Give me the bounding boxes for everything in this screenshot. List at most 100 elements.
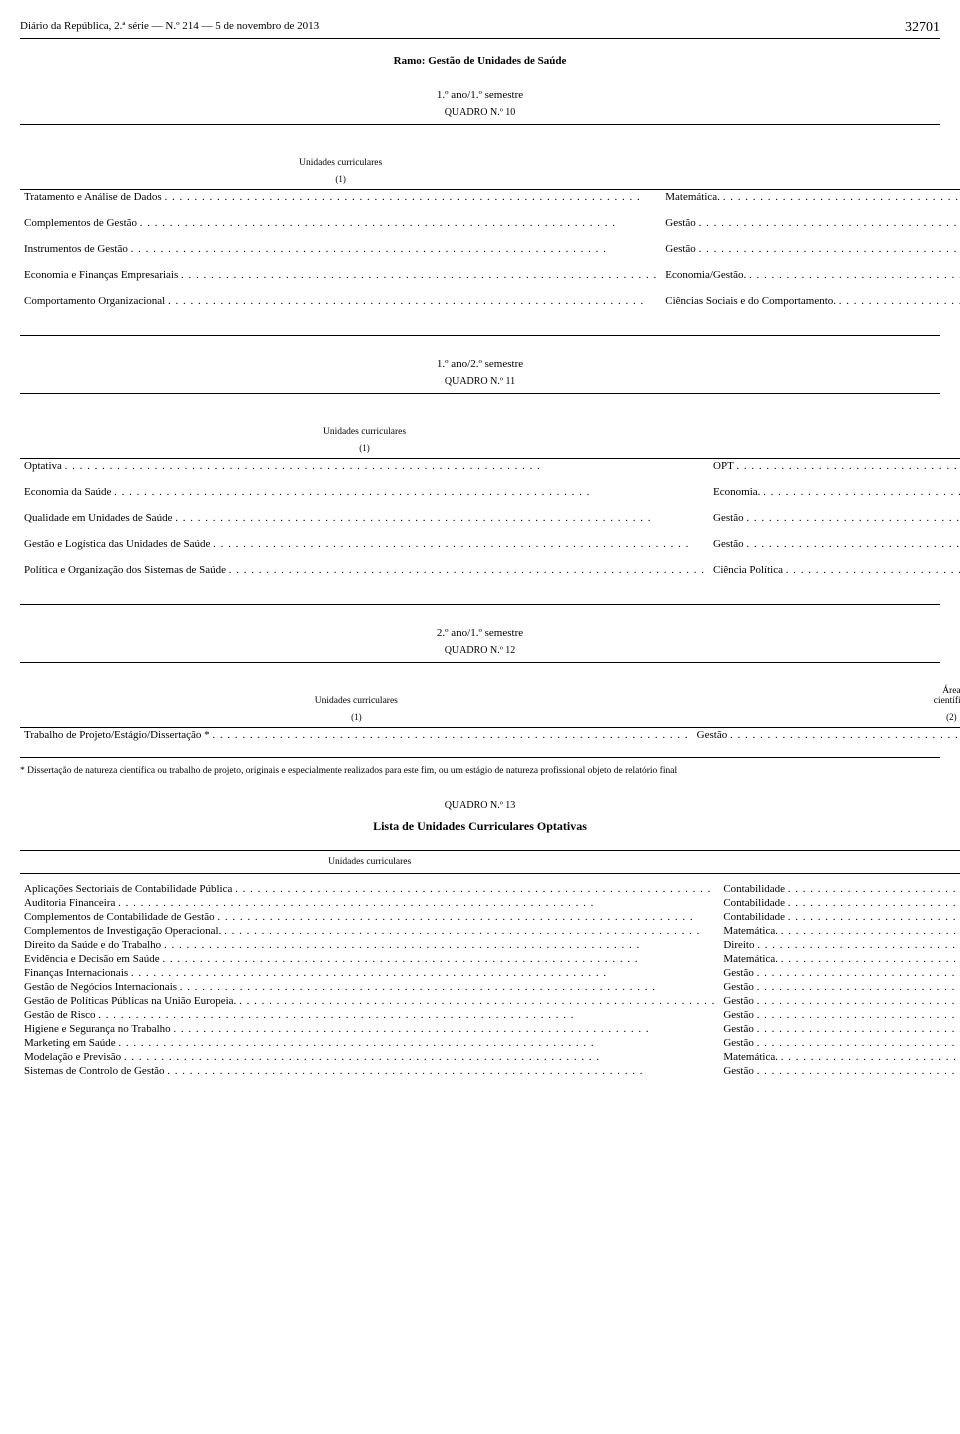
table-row: Qualidade em Unidades de Saúde Gestão S2… xyxy=(20,511,960,537)
cell-area: Matemática. xyxy=(661,190,960,217)
cell-uc: Complementos de Gestão xyxy=(20,216,661,242)
cell-uc: Política e Organização dos Sistemas de S… xyxy=(20,563,709,594)
cell-area: Gestão xyxy=(719,1008,960,1022)
q13-title-big: Lista de Unidades Curriculares Optativas xyxy=(20,819,940,834)
table-row: Optativa OPT S2162TP:42; S:3.6Ver Quadro… xyxy=(20,459,960,486)
cell-uc: Sistemas de Controlo de Gestão xyxy=(20,1064,719,1078)
cell-area: Contabilidade xyxy=(719,910,960,924)
table-row: Modelação e Previsão Matemática. 6 xyxy=(20,1050,960,1064)
cell-area: Matemática. xyxy=(719,952,960,966)
q13-title-small: QUADRO N.º 13 xyxy=(20,800,940,811)
cell-area: Gestão xyxy=(661,216,960,242)
table-row: Sistemas de Controlo de Gestão Gestão 6 xyxy=(20,1064,960,1078)
table-row: Aplicações Sectoriais de Contabilidade P… xyxy=(20,882,960,896)
q13-table: Unidades curriculares Área científica Cr… xyxy=(20,850,960,1078)
q10-table: Unidades curriculares Áreacientífica Tip… xyxy=(20,125,960,325)
cell-area: Contabilidade xyxy=(719,896,960,910)
cell-uc: Higiene e Segurança no Trabalho xyxy=(20,1022,719,1036)
q12-body: Trabalho de Projeto/Estágio/Dissertação … xyxy=(20,728,960,748)
q11-body: Optativa OPT S2162TP:42; S:3.6Ver Quadro… xyxy=(20,459,960,595)
cell-area: Gestão xyxy=(719,1022,960,1036)
cell-area: Gestão xyxy=(719,980,960,994)
cell-uc: Economia e Finanças Empresariais xyxy=(20,268,661,294)
table-row: Gestão de Políticas Públicas na União Eu… xyxy=(20,994,960,1008)
table-row: Complementos de Gestão Gestão S1162TP:42… xyxy=(20,216,960,242)
q13-col-uc: Unidades curriculares xyxy=(20,851,719,874)
cell-area: Economia/Gestão. xyxy=(661,268,960,294)
table-row: Gestão de Negócios Internacionais Gestão… xyxy=(20,980,960,994)
table-row: Auditoria Financeira Contabilidade 6 xyxy=(20,896,960,910)
cell-area: Gestão xyxy=(693,728,960,748)
q12-title: QUADRO N.º 12 xyxy=(20,645,940,656)
cell-uc: Modelação e Previsão xyxy=(20,1050,719,1064)
cell-uc: Complementos de Investigação Operacional… xyxy=(20,924,719,938)
cell-area: Economia. xyxy=(709,485,960,511)
q12-table: Unidades curriculares Áreacientífica Tip… xyxy=(20,663,960,747)
q10-title: QUADRO N.º 10 xyxy=(20,107,940,118)
cell-area: Gestão xyxy=(709,511,960,537)
cell-area: Gestão xyxy=(719,994,960,1008)
header-left: Diário da República, 2.ª série — N.º 214… xyxy=(20,20,319,36)
table-row: Economia e Finanças Empresariais Economi… xyxy=(20,268,960,294)
table-row: Higiene e Segurança no Trabalho Gestão 6 xyxy=(20,1022,960,1036)
cell-area: Gestão xyxy=(719,1036,960,1050)
q12-note: * Dissertação de natureza científica ou … xyxy=(20,766,940,776)
cell-uc: Marketing em Saúde xyxy=(20,1036,719,1050)
table-row: Complementos de Investigação Operacional… xyxy=(20,924,960,938)
table-row: Direito da Saúde e do Trabalho Direito 6 xyxy=(20,938,960,952)
cell-uc: Comportamento Organizacional xyxy=(20,294,661,325)
table-row: Comportamento Organizacional Ciências So… xyxy=(20,294,960,325)
q13-body: Aplicações Sectoriais de Contabilidade P… xyxy=(20,874,960,1078)
q10-semester: 1.º ano/1.º semestre xyxy=(20,89,940,101)
cell-uc: Auditoria Financeira xyxy=(20,896,719,910)
col-area: Áreacientífica xyxy=(661,125,960,173)
header-page-number: 32701 xyxy=(905,20,940,36)
ramo-title: Ramo: Gestão de Unidades de Saúde xyxy=(20,55,940,67)
table-row: Política e Organização dos Sistemas de S… xyxy=(20,563,960,594)
q11-semester: 1.º ano/2.º semestre xyxy=(20,358,940,370)
table-row: Trabalho de Projeto/Estágio/Dissertação … xyxy=(20,728,960,748)
table-row: Economia da Saúde Economia. S2162TP:42; … xyxy=(20,485,960,511)
q11-table: Unidades curriculares Áreacientífica Tip… xyxy=(20,394,960,594)
cell-uc: Gestão de Risco xyxy=(20,1008,719,1022)
cell-uc: Finanças Internacionais xyxy=(20,966,719,980)
cell-area: Gestão xyxy=(709,537,960,563)
cell-area: Gestão xyxy=(719,1064,960,1078)
table-row: Gestão de Risco Gestão 6 xyxy=(20,1008,960,1022)
page-header: Diário da República, 2.ª série — N.º 214… xyxy=(20,20,940,39)
table-row: Evidência e Decisão em Saúde Matemática.… xyxy=(20,952,960,966)
cell-uc: Direito da Saúde e do Trabalho xyxy=(20,938,719,952)
table-row: Marketing em Saúde Gestão 6 xyxy=(20,1036,960,1050)
q11-title: QUADRO N.º 11 xyxy=(20,376,940,387)
cell-area: Direito xyxy=(719,938,960,952)
table-row: Gestão e Logística das Unidades de Saúde… xyxy=(20,537,960,563)
cell-area: OPT xyxy=(709,459,960,486)
q13-col-area: Área científica xyxy=(719,851,960,874)
table-row: Instrumentos de Gestão Gestão S1162TP:42… xyxy=(20,242,960,268)
cell-uc: Qualidade em Unidades de Saúde xyxy=(20,511,709,537)
cell-area: Ciência Política xyxy=(709,563,960,594)
cell-area: Gestão xyxy=(719,966,960,980)
cell-uc: Gestão de Negócios Internacionais xyxy=(20,980,719,994)
cell-area: Matemática. xyxy=(719,1050,960,1064)
cell-area: Gestão xyxy=(661,242,960,268)
cell-uc: Optativa xyxy=(20,459,709,486)
cell-uc: Complementos de Contabilidade de Gestão xyxy=(20,910,719,924)
cell-uc: Instrumentos de Gestão xyxy=(20,242,661,268)
cell-area: Contabilidade xyxy=(719,882,960,896)
cell-uc: Aplicações Sectoriais de Contabilidade P… xyxy=(20,882,719,896)
table-row: Tratamento e Análise de Dados Matemática… xyxy=(20,190,960,217)
cell-uc: Gestão e Logística das Unidades de Saúde xyxy=(20,537,709,563)
q10-body: Tratamento e Análise de Dados Matemática… xyxy=(20,190,960,326)
table-row: Finanças Internacionais Gestão 6 xyxy=(20,966,960,980)
cell-area: Matemática. xyxy=(719,924,960,938)
cell-uc: Economia da Saúde xyxy=(20,485,709,511)
cell-uc: Trabalho de Projeto/Estágio/Dissertação … xyxy=(20,728,693,748)
table-row: Complementos de Contabilidade de Gestão … xyxy=(20,910,960,924)
col-uc: Unidades curriculares xyxy=(20,125,661,173)
cell-area: Ciências Sociais e do Comportamento. xyxy=(661,294,960,325)
q12-semester: 2.º ano/1.º semestre xyxy=(20,627,940,639)
cell-uc: Tratamento e Análise de Dados xyxy=(20,190,661,217)
cell-uc: Gestão de Políticas Públicas na União Eu… xyxy=(20,994,719,1008)
cell-uc: Evidência e Decisão em Saúde xyxy=(20,952,719,966)
